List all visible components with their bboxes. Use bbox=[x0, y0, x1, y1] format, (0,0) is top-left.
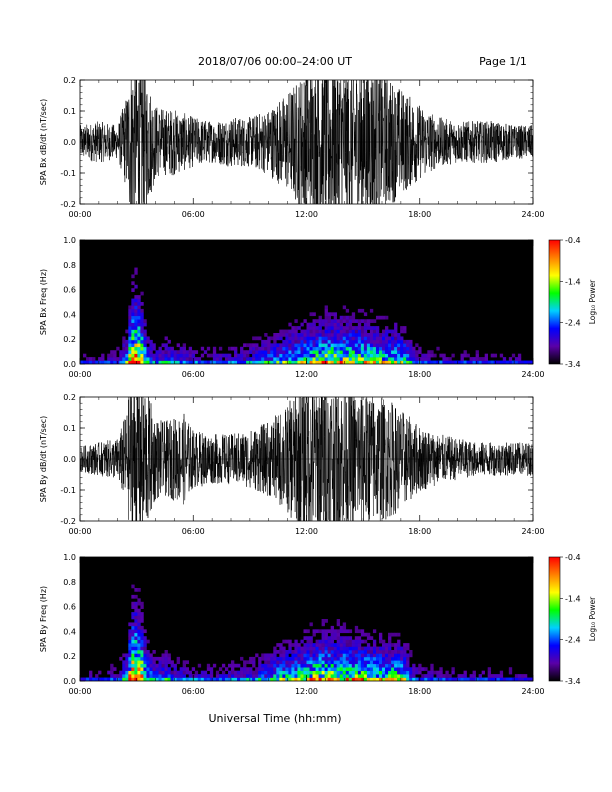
y-tick-label: -0.1 bbox=[60, 169, 76, 178]
y-tick-label: 1.0 bbox=[63, 236, 76, 245]
y-tick-label: -0.1 bbox=[60, 486, 76, 495]
page-number: Page 1/1 bbox=[479, 55, 527, 68]
y-tick-label: 0.2 bbox=[63, 652, 76, 661]
y-tick-label: 0.2 bbox=[63, 335, 76, 344]
panels: -0.2 -0.1 0.0 0.1 0.2 00:00 06:00 12:00 18:00 24:… bbox=[39, 76, 597, 696]
y-axis-label: SPA Bx Freq (Hz) bbox=[39, 269, 48, 335]
signal-trace bbox=[80, 80, 533, 204]
x-tick-label: 18:00 bbox=[408, 210, 431, 219]
x-tick-label: 18:00 bbox=[408, 687, 431, 696]
colorbar-tick-label: -3.4 bbox=[565, 677, 581, 686]
y-tick-label: 0.4 bbox=[63, 627, 76, 636]
x-tick-label: 00:00 bbox=[68, 210, 91, 219]
x-tick-label: 12:00 bbox=[295, 370, 318, 379]
spectrogram-cells bbox=[80, 267, 533, 364]
x-tick-label: 00:00 bbox=[68, 527, 91, 536]
x-tick-label: 18:00 bbox=[408, 370, 431, 379]
figure-title: 2018/07/06 00:00–24:00 UT bbox=[198, 55, 352, 68]
colorbar-tick-label: -1.4 bbox=[565, 594, 581, 603]
x-tick-label: 06:00 bbox=[182, 210, 205, 219]
x-tick-label: 24:00 bbox=[521, 527, 544, 536]
x-tick-label: 24:00 bbox=[521, 210, 544, 219]
x-tick-label: 06:00 bbox=[182, 370, 205, 379]
y-axis-label: SPA By Freq (Hz) bbox=[39, 586, 48, 652]
chart-panel-4: -0.4 -1.4 -2.4 -3.4 Log₁₀ Power 0.0 0.2 0.4 0.6 0… bbox=[39, 553, 597, 696]
y-tick-label: 0.2 bbox=[63, 393, 76, 402]
y-tick-label: 0.1 bbox=[63, 424, 76, 433]
x-tick-label: 06:00 bbox=[182, 687, 205, 696]
x-tick-label: 00:00 bbox=[68, 370, 91, 379]
y-tick-label: 0.1 bbox=[63, 107, 76, 116]
y-tick-label: 0.8 bbox=[63, 261, 76, 270]
colorbar bbox=[548, 239, 561, 365]
y-tick-label: 0.6 bbox=[63, 286, 76, 295]
y-tick-label: 0.0 bbox=[63, 677, 76, 686]
colorbar-tick-label: -2.4 bbox=[565, 636, 581, 645]
x-tick-label: 06:00 bbox=[182, 527, 205, 536]
colorbar-tick-label: -0.4 bbox=[565, 236, 581, 245]
y-tick-label: 0.0 bbox=[63, 138, 76, 147]
colorbar-label: Log₁₀ Power bbox=[588, 279, 597, 324]
y-tick-label: 0.8 bbox=[63, 578, 76, 587]
x-tick-label: 00:00 bbox=[68, 687, 91, 696]
y-tick-label: 0.0 bbox=[63, 360, 76, 369]
chart-panel-1: -0.2 -0.1 0.0 0.1 0.2 00:00 06:00 12:00 18:00 24:… bbox=[39, 76, 545, 219]
colorbar-tick-label: -2.4 bbox=[565, 319, 581, 328]
y-tick-label: 0.4 bbox=[63, 310, 76, 319]
colorbar bbox=[548, 556, 561, 682]
colorbar-tick-label: -0.4 bbox=[565, 553, 581, 562]
x-tick-label: 12:00 bbox=[295, 687, 318, 696]
y-tick-label: -0.2 bbox=[60, 200, 76, 209]
colorbar-label: Log₁₀ Power bbox=[588, 596, 597, 641]
signal-trace bbox=[80, 397, 533, 521]
chart-panel-3: -0.2 -0.1 0.0 0.1 0.2 00:00 06:00 12:00 18:00 24:… bbox=[39, 393, 545, 536]
x-tick-label: 12:00 bbox=[295, 210, 318, 219]
x-tick-label: 24:00 bbox=[521, 370, 544, 379]
y-tick-label: 1.0 bbox=[63, 553, 76, 562]
y-axis-label: SPA By dB/dt (nT/sec) bbox=[39, 416, 48, 503]
x-tick-label: 12:00 bbox=[295, 527, 318, 536]
colorbar-tick-label: -1.4 bbox=[565, 277, 581, 286]
x-tick-label: 24:00 bbox=[521, 687, 544, 696]
spectrogram-cells bbox=[80, 584, 533, 681]
chart-panel-2: -0.4 -1.4 -2.4 -3.4 Log₁₀ Power 0.0 0.2 0.4 0.6 0… bbox=[39, 236, 597, 379]
x-tick-label: 18:00 bbox=[408, 527, 431, 536]
y-tick-label: 0.0 bbox=[63, 455, 76, 464]
y-tick-label: 0.2 bbox=[63, 76, 76, 85]
y-axis-label: SPA Bx dB/dt (nT/sec) bbox=[39, 99, 48, 186]
colorbar-tick-label: -3.4 bbox=[565, 360, 581, 369]
x-axis-title: Universal Time (hh:mm) bbox=[209, 712, 342, 725]
y-tick-label: 0.6 bbox=[63, 603, 76, 612]
y-tick-label: -0.2 bbox=[60, 517, 76, 526]
